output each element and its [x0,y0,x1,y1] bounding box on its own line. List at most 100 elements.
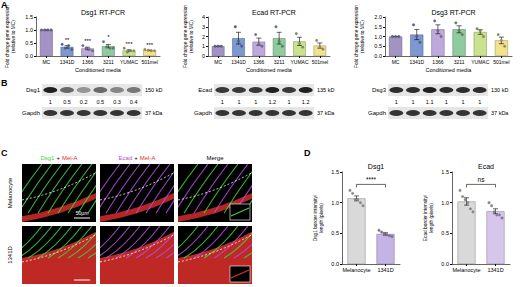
svg-text:2: 2 [202,34,205,40]
svg-text:***: *** [84,38,92,44]
svg-text:0.5: 0.5 [331,230,339,236]
svg-text:Gapdh: Gapdh [368,110,386,116]
svg-text:Ecad RT-PCR: Ecad RT-PCR [252,9,296,16]
svg-text:1.5: 1.5 [374,24,382,30]
svg-text:4: 4 [202,14,205,20]
svg-text:Fold change gene expression: Fold change gene expression [354,5,359,68]
svg-text:150 kD: 150 kD [145,87,162,93]
svg-text:1.2: 1.2 [302,99,310,105]
svg-text:ns: ns [478,176,486,183]
svg-text:1.2: 1.2 [269,99,277,105]
svg-text:****: **** [366,176,377,183]
svg-text:1.1: 1.1 [426,99,434,105]
svg-text:Ecad: Ecad [198,87,212,93]
svg-text:50μm: 50μm [76,210,89,216]
svg-text:Melanocyte: Melanocyte [342,267,370,273]
svg-text:YUMAC: YUMAC [120,59,138,65]
svg-text:MC: MC [392,59,400,65]
svg-text:1: 1 [237,99,240,105]
svg-text:Melanocyte: Melanocyte [7,177,13,208]
svg-text:501mel: 501mel [312,59,328,65]
svg-text:***: *** [125,41,133,47]
svg-text:Dsg1: Dsg1 [26,87,41,93]
svg-text:1366: 1366 [82,59,93,65]
svg-text:1341D: 1341D [409,59,424,65]
svg-text:(relative to MC): (relative to MC) [11,20,16,53]
svg-text:(relative to MC): (relative to MC) [360,20,365,53]
svg-text:Fold change gene expression: Fold change gene expression [183,5,188,68]
svg-text:Ecad: Ecad [478,163,494,170]
svg-text:length (pixels): length (pixels) [429,203,434,233]
svg-text:0.2: 0.2 [80,99,88,105]
svg-text:Gapdh: Gapdh [194,110,212,116]
svg-text:3211: 3211 [454,59,465,65]
svg-text:Dsg1 border intensity/: Dsg1 border intensity/ [313,194,318,241]
svg-text:Gapdh: Gapdh [22,110,40,116]
svg-text:1: 1 [287,99,290,105]
svg-text:Dsg3 RT-PCR: Dsg3 RT-PCR [431,9,475,17]
svg-text:1341D: 1341D [377,267,393,273]
svg-text:**: ** [65,37,70,43]
svg-text:length (pixels): length (pixels) [319,203,324,233]
svg-text:0.5: 0.5 [374,43,382,49]
svg-text:B: B [1,78,8,88]
svg-text:1341D: 1341D [231,59,246,65]
svg-text:YUMAC: YUMAC [290,59,308,65]
svg-text:3211: 3211 [274,59,285,65]
svg-text:Dsg1+Mel-A: Dsg1+Mel-A [40,155,77,161]
svg-text:1: 1 [461,99,464,105]
svg-text:501mel: 501mel [493,59,509,65]
svg-text:*: * [107,34,110,40]
svg-text:0.0: 0.0 [331,261,339,267]
svg-text:Conditioned media: Conditioned media [246,67,293,73]
svg-text:Melanocyte: Melanocyte [452,267,480,273]
svg-text:0.0: 0.0 [441,261,449,267]
svg-text:Dsg1: Dsg1 [368,163,384,171]
svg-text:1: 1 [254,99,257,105]
svg-text:1.0: 1.0 [331,200,339,206]
svg-text:501mel: 501mel [141,59,157,65]
svg-text:1.5: 1.5 [25,14,33,20]
svg-text:135 kD: 135 kD [317,87,334,93]
svg-text:0.5: 0.5 [441,230,449,236]
svg-text:1.5: 1.5 [441,169,449,175]
svg-text:1.5: 1.5 [331,169,339,175]
svg-text:Dsg3: Dsg3 [372,87,387,93]
svg-text:(relative to MC): (relative to MC) [189,20,194,53]
svg-text:1: 1 [221,99,224,105]
svg-text:0.0: 0.0 [25,53,33,59]
svg-text:2.0: 2.0 [374,14,382,20]
svg-text:0.5: 0.5 [63,99,71,105]
svg-text:37 kDa: 37 kDa [317,110,335,116]
svg-text:MC: MC [214,59,222,65]
svg-text:1.0: 1.0 [25,27,33,33]
svg-text:3: 3 [202,24,205,30]
svg-text:0.5: 0.5 [25,40,33,46]
svg-text:Merge: Merge [206,155,224,161]
svg-text:1: 1 [478,99,481,105]
svg-text:1: 1 [49,99,52,105]
svg-text:1.0: 1.0 [441,200,449,206]
svg-text:0.4: 0.4 [130,99,138,105]
svg-text:D: D [304,148,311,158]
svg-text:Conditioned media: Conditioned media [75,67,122,73]
svg-text:130 kD: 130 kD [491,87,508,93]
svg-text:1: 1 [445,99,448,105]
svg-text:Conditioned media: Conditioned media [426,67,473,73]
svg-text:1366: 1366 [432,59,443,65]
svg-text:1: 1 [411,99,414,105]
svg-text:1366: 1366 [253,59,264,65]
svg-text:0.3: 0.3 [113,99,121,105]
svg-text:Ecad border intensity/: Ecad border intensity/ [423,194,428,241]
svg-text:C: C [1,148,8,158]
svg-text:Fold change gene expression: Fold change gene expression [5,5,10,68]
svg-text:37 kDa: 37 kDa [491,110,509,116]
svg-text:1: 1 [395,99,398,105]
svg-text:3211: 3211 [103,59,114,65]
svg-text:MC: MC [42,59,50,65]
svg-text:1.0: 1.0 [374,34,382,40]
svg-text:Ecad+Mel-A: Ecad+Mel-A [119,155,156,161]
svg-text:Dsg1 RT-PCR: Dsg1 RT-PCR [81,9,125,17]
svg-text:1341D: 1341D [7,245,13,263]
svg-text:0: 0 [202,53,205,59]
